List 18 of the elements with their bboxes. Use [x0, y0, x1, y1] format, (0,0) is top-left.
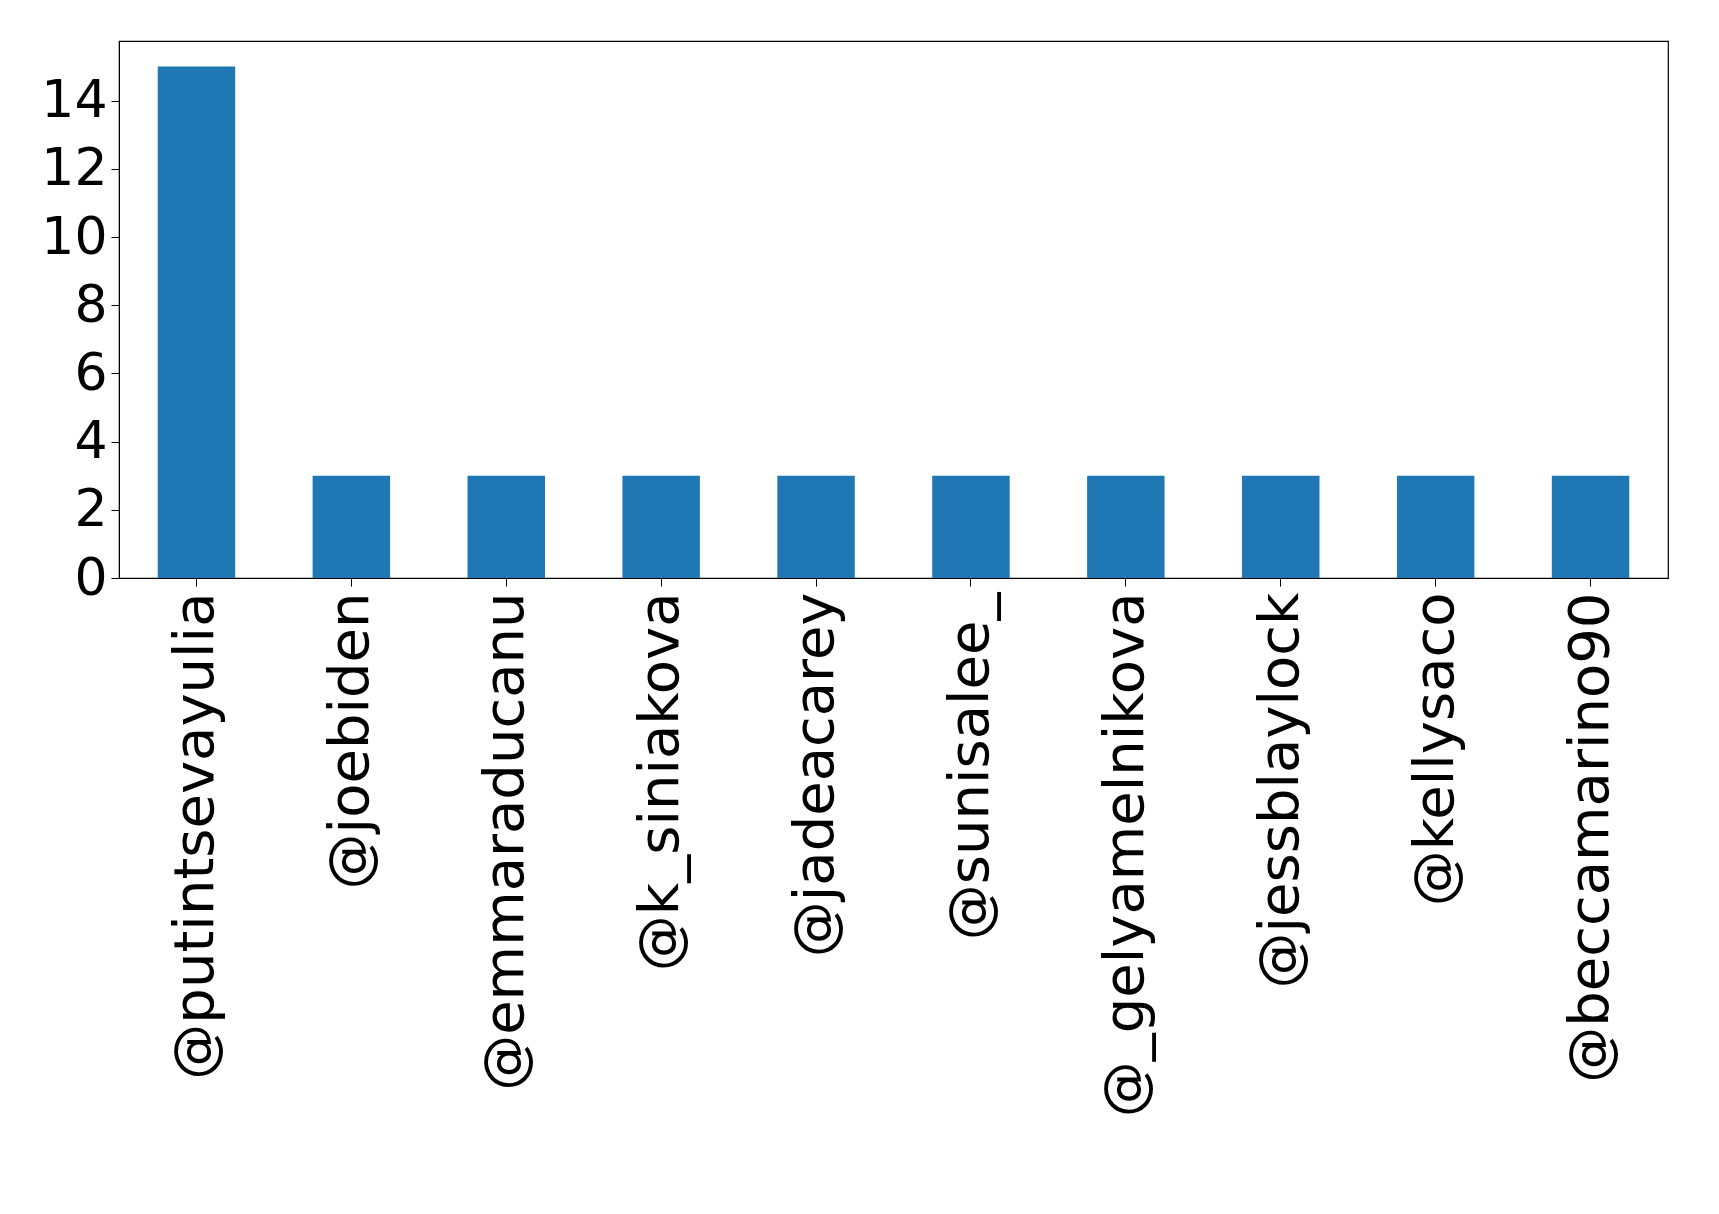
y-tick-label: 0 [74, 546, 108, 607]
x-tick-label: @joebiden [316, 592, 382, 890]
x-tick-label: @jadeacarey [781, 592, 847, 958]
x-tick-label: @k_siniakova [626, 592, 692, 972]
y-tick-label: 10 [41, 205, 108, 266]
y-tick-label: 6 [74, 341, 108, 402]
y-tick-label: 12 [41, 137, 108, 198]
x-tick-label: @kellysaco [1400, 592, 1466, 907]
x-tick-label: @jessblaylock [1245, 591, 1311, 989]
x-tick-label: @beccamarino90 [1555, 592, 1621, 1083]
y-tick-label: 2 [74, 478, 108, 539]
x-tick-label: @_gelyamelnikova [1090, 592, 1156, 1118]
x-tick-label: @emmaraducanu [471, 592, 537, 1091]
y-tick-label: 8 [74, 273, 108, 334]
y-tick-label: 4 [74, 410, 108, 471]
x-tick-label: @sunisalee_ [935, 591, 1001, 941]
x-tick-label: @putintsevayulia [161, 592, 227, 1080]
y-tick-label: 14 [41, 69, 108, 130]
